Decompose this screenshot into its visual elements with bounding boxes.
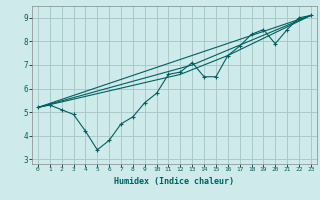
X-axis label: Humidex (Indice chaleur): Humidex (Indice chaleur) xyxy=(115,177,234,186)
